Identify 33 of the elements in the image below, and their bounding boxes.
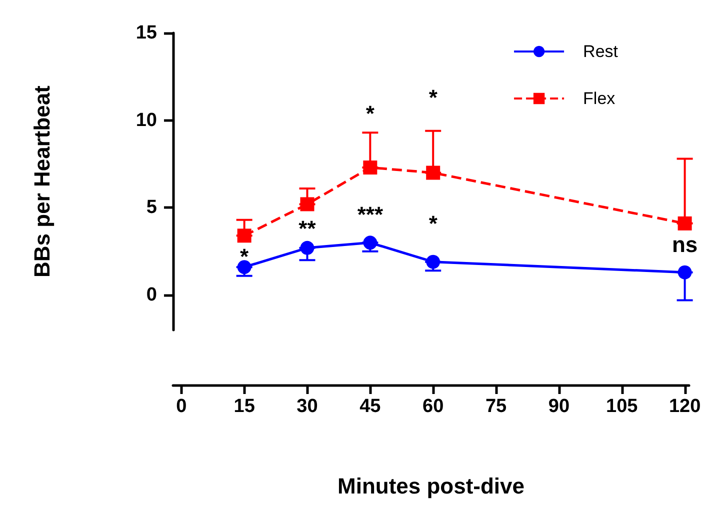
x-tick-label: 15 [234, 396, 256, 417]
annotation: ** [298, 216, 316, 242]
annotation: * [428, 85, 438, 110]
x-tick-label: 105 [606, 396, 638, 417]
x-axis-title: Minutes post-dive [337, 474, 525, 498]
y-tick-label: 10 [136, 110, 157, 131]
x-tick-label: 45 [360, 396, 382, 417]
point [363, 160, 378, 175]
annotation: * [240, 244, 250, 270]
x-tick-label: 0 [176, 396, 187, 417]
x-tick-label: 75 [485, 396, 508, 417]
point [426, 166, 440, 180]
x-tick-label: 60 [422, 396, 444, 417]
point [426, 254, 440, 269]
point [678, 216, 692, 230]
point [678, 265, 692, 280]
y-axis-title: BBs per Heartbeat [30, 84, 54, 278]
point [300, 197, 314, 212]
annotation: ns [672, 232, 698, 257]
x-tick-label: 30 [296, 396, 318, 417]
point [300, 240, 314, 255]
annotation: *** [357, 202, 384, 228]
y-tick-label: 15 [136, 22, 158, 44]
legend-label: Rest [583, 42, 618, 61]
x-tick-label: 90 [548, 396, 570, 417]
annotation: * [366, 100, 375, 126]
annotation: * [428, 210, 438, 236]
point [237, 228, 252, 243]
x-tick-label: 120 [668, 396, 701, 417]
y-tick-label: 5 [146, 197, 158, 218]
point [363, 236, 378, 250]
y-tick-label: 0 [146, 284, 157, 306]
legend-label: Flex [583, 89, 616, 108]
